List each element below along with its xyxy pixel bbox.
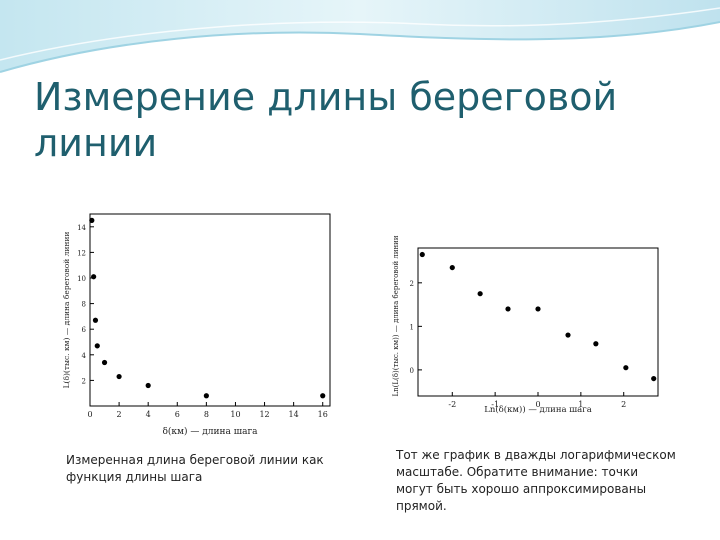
linear-chart-x-tick-label: 10 xyxy=(230,410,240,419)
linear-chart-data-point xyxy=(91,274,97,280)
linear-chart-x-tick-label: 6 xyxy=(175,410,180,419)
linear-chart-plot-frame xyxy=(89,213,331,407)
linear-chart-x-tick-label: 14 xyxy=(289,410,299,419)
linear-chart-x-tick-label: 4 xyxy=(146,410,151,419)
linear-chart-data-point xyxy=(203,393,209,399)
log-chart-x-axis-label: Ln(δ(км)) — длина шага xyxy=(484,404,592,415)
log-chart-y-tick-label: 0 xyxy=(410,367,414,375)
linear-chart-y-tick-label: 2 xyxy=(82,377,86,385)
slide-title-line1: Измерение длины береговой xyxy=(34,75,618,119)
linear-chart-data-point xyxy=(94,343,100,349)
caption-log-chart: Тот же график в дважды логарифмическом м… xyxy=(396,448,676,513)
linear-chart-data-point xyxy=(320,393,326,399)
slide-title: Измерение длины береговой линии xyxy=(34,74,684,166)
log-chart-y-tick-label: 2 xyxy=(410,280,414,288)
caption-linear-chart: Измеренная длина береговой линии как фун… xyxy=(66,453,324,484)
linear-chart-x-tick-label: 8 xyxy=(204,410,209,419)
log-chart-data-point xyxy=(449,264,455,271)
linear-chart-y-tick-label: 12 xyxy=(77,249,86,257)
log-chart-x-tick-label: 0 xyxy=(535,400,540,409)
log-chart-x-tick-label: -1 xyxy=(491,400,499,409)
linear-chart-y-tick-label: 10 xyxy=(77,275,86,283)
linear-chart-y-tick-label: 8 xyxy=(82,301,86,309)
linear-chart-data-point xyxy=(92,317,99,323)
linear-chart-y-tick-label: 4 xyxy=(82,352,87,360)
log-chart-data-point xyxy=(535,306,541,312)
log-chart-x-tick-label: 1 xyxy=(578,400,583,409)
linear-chart-data-point xyxy=(116,373,122,380)
linear-chart-x-tick-label: 2 xyxy=(117,410,122,419)
log-chart-data-point xyxy=(651,375,657,382)
header-wave-decoration xyxy=(0,0,720,73)
log-chart-data-point xyxy=(477,291,483,297)
log-chart-y-tick-label: 1 xyxy=(410,323,414,331)
linear-chart-data-point xyxy=(145,382,151,389)
linear-scale-chart: 0 2 4 6 8 10 12 14 16 2 4 6 8 10 12 14 δ(км) — длина ша… xyxy=(58,210,334,438)
linear-chart-data-point xyxy=(101,359,108,366)
linear-chart-x-tick-label: 0 xyxy=(87,410,92,419)
linear-chart-y-tick-label: 6 xyxy=(82,326,87,334)
linear-chart-x-tick-label: 16 xyxy=(318,410,328,419)
log-log-chart: -2 -1 0 1 2 0 1 2 Ln(δ(км)) — длина шага Ln(L(δ… xyxy=(388,232,660,418)
linear-chart-y-tick-label: 14 xyxy=(77,224,86,232)
slide-title-line2: линии xyxy=(34,121,158,165)
linear-chart-data-point xyxy=(89,217,95,223)
linear-chart-x-axis-label: δ(км) — длина шага xyxy=(162,426,258,437)
log-chart-y-axis-label: Ln(L(δ)(тыс. км)) — длина береговой лини… xyxy=(392,235,400,396)
log-chart-plot-frame xyxy=(417,247,659,397)
linear-chart-x-tick-label: 12 xyxy=(259,410,269,419)
log-chart-x-tick-label: -2 xyxy=(448,400,456,409)
log-chart-data-point xyxy=(623,365,629,371)
log-chart-data-point xyxy=(593,341,599,347)
linear-chart-y-axis-label: L(δ)(тыс. км) — длина береговой линии xyxy=(62,232,71,389)
log-chart-data-point xyxy=(419,251,425,258)
log-chart-data-point xyxy=(565,332,571,338)
log-chart-data-point xyxy=(505,306,511,312)
log-chart-x-tick-label: 2 xyxy=(621,400,626,409)
